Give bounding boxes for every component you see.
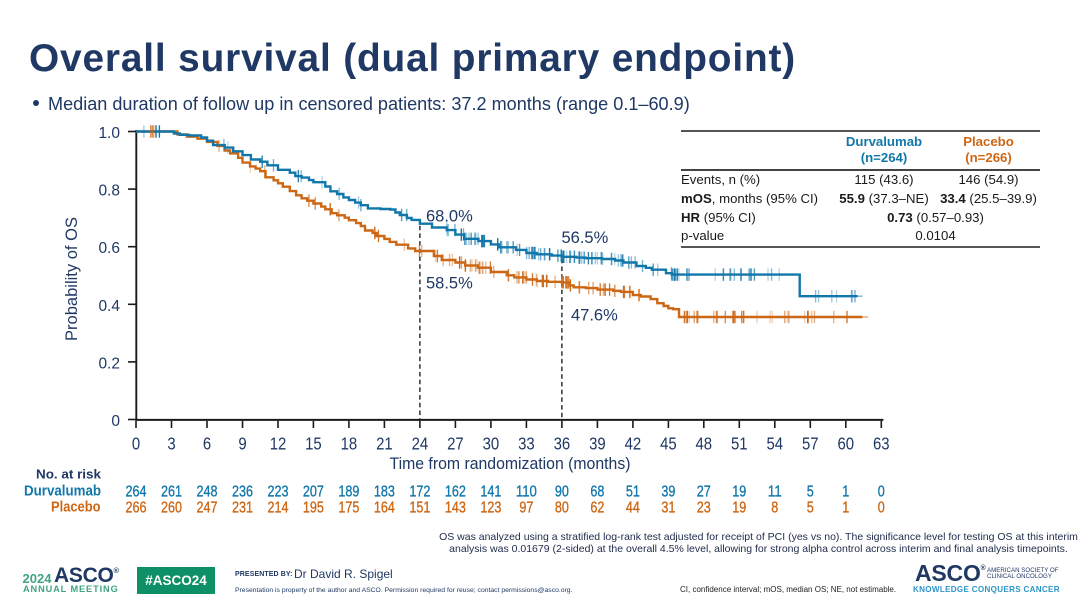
svg-text:151: 151 <box>409 499 430 516</box>
svg-text:39: 39 <box>589 434 606 454</box>
svg-text:18: 18 <box>341 434 358 454</box>
svg-text:Durvalumab: Durvalumab <box>24 483 101 499</box>
svg-text:68: 68 <box>590 483 604 500</box>
svg-text:31: 31 <box>661 499 675 516</box>
svg-text:5: 5 <box>807 499 814 516</box>
svg-text:8: 8 <box>771 499 778 516</box>
svg-text:260: 260 <box>161 499 182 516</box>
svg-text:236: 236 <box>232 483 253 500</box>
svg-text:9: 9 <box>238 434 246 454</box>
svg-text:Placebo: Placebo <box>51 499 101 515</box>
svg-text:189: 189 <box>338 483 359 500</box>
svg-text:11: 11 <box>768 483 782 500</box>
svg-text:62: 62 <box>590 499 604 516</box>
svg-text:266: 266 <box>126 499 147 516</box>
svg-text:Probability of OS: Probability of OS <box>62 217 81 341</box>
svg-text:248: 248 <box>197 483 218 500</box>
svg-text:30: 30 <box>483 434 500 454</box>
svg-text:44: 44 <box>626 499 640 516</box>
svg-text:195: 195 <box>303 499 324 516</box>
svg-text:0: 0 <box>132 434 141 454</box>
svg-text:42: 42 <box>625 434 642 454</box>
svg-text:36: 36 <box>554 434 571 454</box>
svg-text:80: 80 <box>555 499 569 516</box>
svg-text:48: 48 <box>696 434 713 454</box>
svg-text:1.0: 1.0 <box>98 125 120 142</box>
svg-text:5: 5 <box>807 483 814 500</box>
svg-text:21: 21 <box>376 434 393 454</box>
svg-text:247: 247 <box>197 499 218 516</box>
svg-text:23: 23 <box>697 499 711 516</box>
svg-text:207: 207 <box>303 483 324 500</box>
svg-text:58.5%: 58.5% <box>426 275 473 293</box>
svg-text:164: 164 <box>374 499 395 516</box>
svg-text:Time from randomization (month: Time from randomization (months) <box>390 454 631 473</box>
svg-text:0.6: 0.6 <box>98 240 120 257</box>
svg-text:51: 51 <box>731 434 748 454</box>
svg-text:0.8: 0.8 <box>98 183 120 200</box>
svg-text:162: 162 <box>445 483 466 500</box>
svg-text:27: 27 <box>447 434 464 454</box>
svg-text:47.6%: 47.6% <box>571 307 618 325</box>
svg-text:24: 24 <box>412 434 429 454</box>
svg-text:0: 0 <box>111 413 120 430</box>
svg-text:1: 1 <box>842 499 849 516</box>
svg-text:110: 110 <box>516 483 537 500</box>
svg-text:6: 6 <box>203 434 211 454</box>
svg-text:175: 175 <box>338 499 359 516</box>
svg-text:141: 141 <box>480 483 501 500</box>
svg-text:0.4: 0.4 <box>98 298 120 315</box>
svg-text:27: 27 <box>697 483 711 500</box>
svg-text:33: 33 <box>518 434 535 454</box>
svg-text:261: 261 <box>161 483 182 500</box>
svg-text:51: 51 <box>626 483 640 500</box>
svg-text:264: 264 <box>126 483 147 500</box>
svg-text:3: 3 <box>167 434 175 454</box>
svg-text:12: 12 <box>270 434 287 454</box>
svg-text:15: 15 <box>305 434 322 454</box>
svg-text:183: 183 <box>374 483 395 500</box>
svg-text:60: 60 <box>838 434 855 454</box>
svg-text:172: 172 <box>409 483 430 500</box>
svg-text:0.2: 0.2 <box>98 355 120 372</box>
svg-text:19: 19 <box>732 499 746 516</box>
svg-text:57: 57 <box>802 434 819 454</box>
svg-text:97: 97 <box>519 499 533 516</box>
svg-text:No. at risk: No. at risk <box>36 466 102 481</box>
svg-text:90: 90 <box>555 483 569 500</box>
svg-text:1: 1 <box>842 483 849 500</box>
svg-text:214: 214 <box>268 499 289 516</box>
svg-text:54: 54 <box>767 434 784 454</box>
svg-text:231: 231 <box>232 499 253 516</box>
svg-text:39: 39 <box>661 483 675 500</box>
svg-text:68.0%: 68.0% <box>426 208 473 226</box>
svg-text:56.5%: 56.5% <box>562 229 609 247</box>
svg-text:63: 63 <box>873 434 890 454</box>
svg-text:19: 19 <box>732 483 746 500</box>
svg-text:0: 0 <box>878 483 885 500</box>
svg-text:0: 0 <box>878 499 885 516</box>
svg-text:123: 123 <box>480 499 501 516</box>
svg-text:143: 143 <box>445 499 466 516</box>
svg-text:45: 45 <box>660 434 677 454</box>
svg-text:223: 223 <box>268 483 289 500</box>
